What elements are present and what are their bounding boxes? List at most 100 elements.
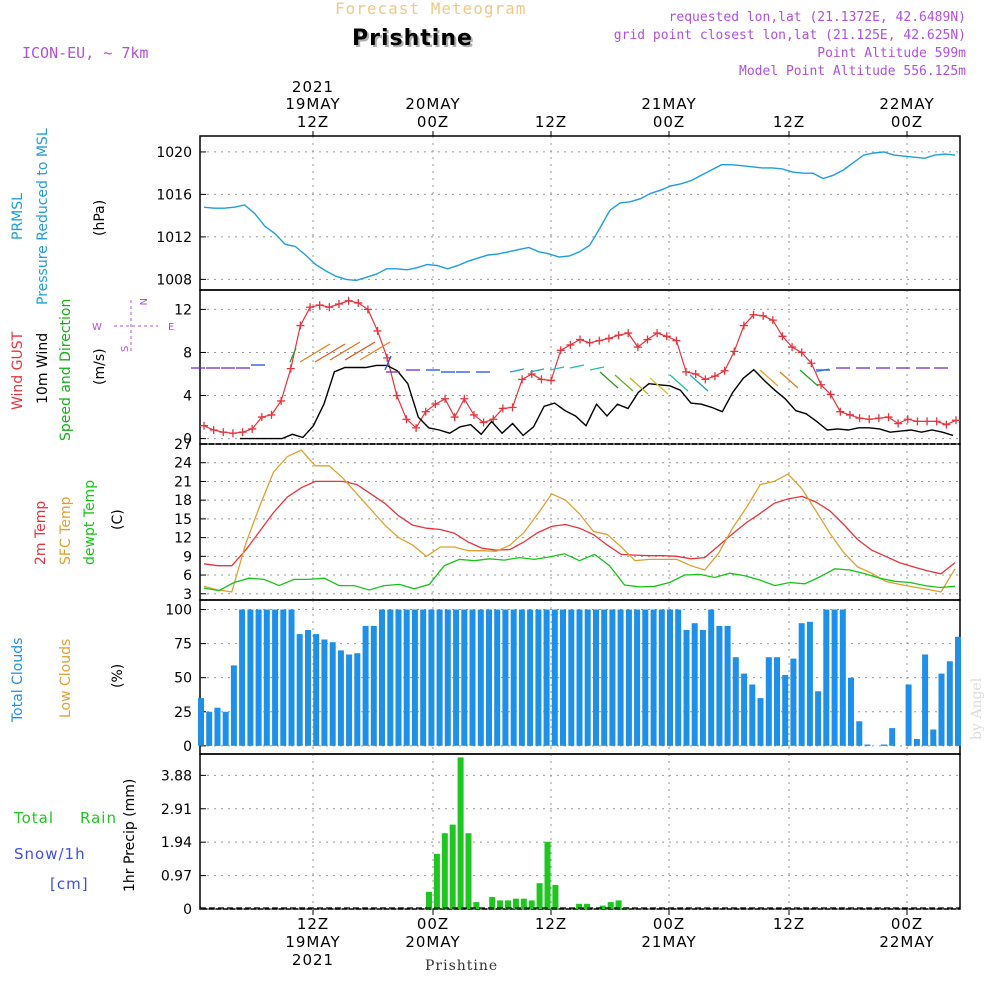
gust-marker (759, 311, 768, 320)
ylabel-dewpt-temp: dewpt Temp (82, 480, 98, 565)
total-cloud-bar (288, 609, 295, 746)
gust-marker (267, 410, 276, 419)
top-hour-label: 00Z (417, 113, 449, 131)
y-tick-label: 27 (174, 437, 192, 453)
gust-marker (392, 391, 401, 400)
requested-coords: requested lon,lat (21.1372E, 42.6489N) (668, 10, 966, 25)
gust-marker (576, 335, 584, 344)
total-cloud-bar (691, 623, 698, 746)
gust-marker (402, 415, 411, 424)
top-date-label: 22MAY (879, 95, 934, 113)
gust-marker (209, 426, 218, 434)
wind-direction-arrow (779, 371, 799, 389)
total-cloud-bar (724, 625, 731, 746)
wind-direction-arrow (759, 369, 779, 387)
total-cloud-bar (732, 657, 739, 746)
gust-marker (836, 407, 845, 416)
y-tick-label: 2.91 (161, 802, 192, 818)
gust-marker (585, 338, 594, 347)
bottom-hour-label: 12Z (297, 915, 329, 933)
top-date-label: 21MAY (641, 95, 696, 113)
rain-bar (536, 883, 543, 909)
gust-marker (710, 372, 719, 381)
y-tick-label: 18 (174, 493, 192, 509)
place-title: Prishtine (352, 26, 473, 51)
wind-direction-arrow (629, 377, 649, 395)
total-cloud-bar (362, 625, 369, 746)
total-cloud-bar (206, 711, 213, 746)
gust-marker (508, 403, 517, 412)
y-tick-label: 24 (174, 456, 192, 472)
total-cloud-bar (905, 684, 912, 746)
total-cloud-bar (741, 673, 748, 746)
gust-marker (749, 310, 758, 319)
total-cloud-bar (444, 609, 451, 746)
ylabel-speed-direction: Speed and Direction (58, 299, 74, 441)
gust-marker (653, 329, 662, 338)
y-tick-label: 12 (174, 302, 192, 318)
ylabel-total-clouds: Total Clouds (10, 638, 26, 723)
y-tick-label: 0.97 (161, 869, 192, 885)
compass-n: N (137, 298, 148, 305)
total-cloud-bar (634, 609, 641, 746)
rain-bar (497, 900, 504, 909)
point-altitude: Point Altitude 599m (817, 46, 966, 61)
gust-marker (730, 347, 739, 356)
total-cloud-bar (708, 609, 715, 746)
ylabel-percent: (%) (110, 664, 126, 688)
y-tick-label: 25 (174, 705, 192, 721)
rain-bar (512, 898, 519, 909)
gust-marker (200, 421, 208, 430)
gust-marker (498, 404, 507, 413)
y-tick-label: 1.94 (161, 835, 192, 851)
gust-marker (691, 370, 700, 378)
bottom-date-label: 19MAY (285, 933, 340, 951)
gust-marker (720, 366, 729, 375)
gust-marker (566, 340, 575, 349)
total-cloud-bar (675, 609, 682, 746)
label-cm: [cm] (50, 875, 89, 893)
compass-w: W (92, 322, 102, 333)
gust-marker (469, 410, 478, 419)
y-tick-label: 4 (183, 389, 192, 405)
gust-marker (547, 376, 556, 385)
credit-watermark: by Angel (969, 677, 985, 740)
total-cloud-bar (395, 609, 402, 746)
gust-marker (633, 343, 642, 352)
wind-direction-arrow (314, 343, 346, 363)
y-tick-label: 1020 (156, 145, 192, 161)
gust-marker (431, 400, 440, 409)
rain-bar (473, 902, 480, 909)
total-cloud-bar (280, 609, 287, 746)
ylabel-gust: Wind GUST (10, 331, 26, 410)
wind-direction-arrow (569, 364, 585, 369)
gust-marker (768, 316, 777, 325)
rain-bar (528, 900, 535, 909)
top-hour-label: 12Z (297, 113, 329, 131)
gust-marker (913, 417, 922, 426)
total-cloud-bar (305, 630, 311, 746)
total-cloud-bar (889, 728, 896, 746)
wind-direction-arrow (529, 368, 545, 373)
wind-direction-arrow (799, 369, 819, 387)
wind-direction-arrow (509, 368, 525, 373)
gust-marker (788, 343, 797, 352)
total-cloud-bar (255, 609, 262, 746)
gust-line (203, 300, 957, 434)
gust-marker (325, 303, 334, 312)
y-tick-label: 15 (174, 512, 192, 528)
wind-direction-arrow (384, 355, 392, 371)
total-cloud-bar (313, 634, 320, 746)
gust-marker (682, 367, 691, 376)
bottom-hour-label: 00Z (417, 915, 449, 933)
total-cloud-bar (880, 744, 887, 746)
total-cloud-bar (798, 623, 805, 746)
gust-marker (219, 428, 228, 437)
gust-marker (450, 413, 459, 422)
y-tick-label: 3.88 (161, 768, 192, 784)
wind-direction-arrow (589, 366, 605, 371)
y-tick-label: 100 (165, 603, 192, 619)
rain-bar (576, 903, 583, 909)
bottom-date-label: 22MAY (879, 933, 934, 951)
